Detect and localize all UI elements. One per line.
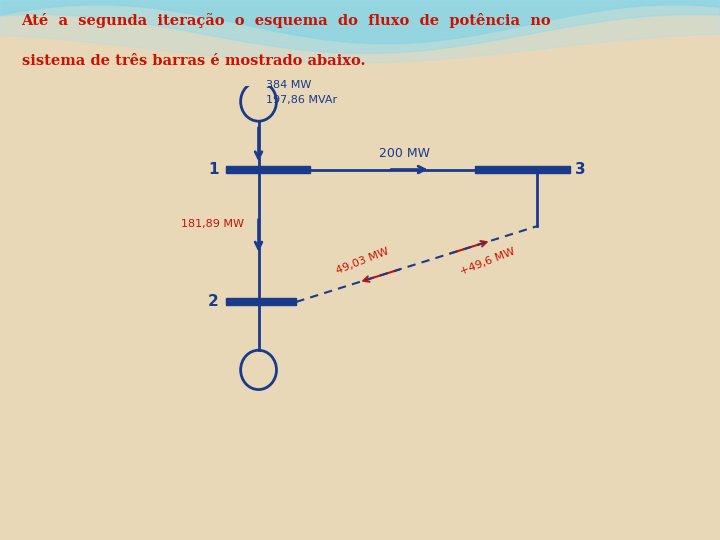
Text: 3: 3 (575, 162, 585, 177)
Text: 384 MW: 384 MW (266, 79, 311, 90)
Text: +49,6 MW: +49,6 MW (459, 246, 517, 277)
Text: 181,89 MW: 181,89 MW (181, 219, 244, 230)
Bar (225, 166, 310, 173)
Text: 2: 2 (207, 294, 218, 309)
Bar (475, 166, 570, 173)
Text: 197,86 MVAr: 197,86 MVAr (266, 94, 337, 105)
Text: 200 MW: 200 MW (379, 147, 430, 160)
Text: Até  a  segunda  iteração  o  esquema  do  fluxo  de  potência  no: Até a segunda iteração o esquema do flux… (22, 14, 552, 29)
Text: sistema de três barras é mostrado abaixo.: sistema de três barras é mostrado abaixo… (22, 54, 365, 68)
Text: 49,03 MW: 49,03 MW (334, 246, 390, 276)
Bar (225, 299, 297, 305)
Text: 1: 1 (208, 162, 218, 177)
